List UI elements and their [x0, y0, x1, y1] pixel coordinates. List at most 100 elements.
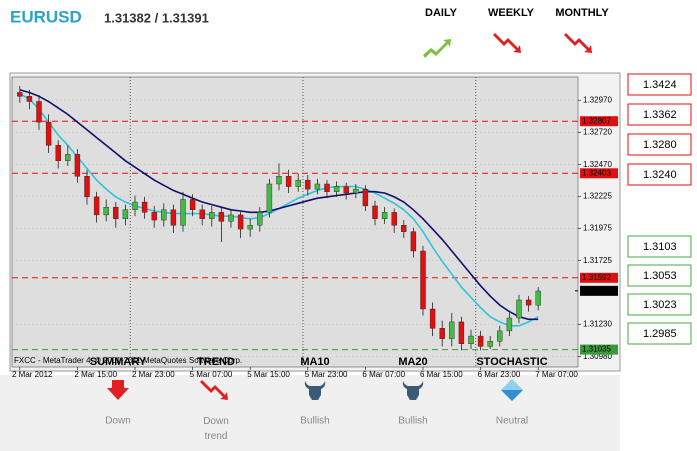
candle-body [410, 231, 417, 252]
bull-icon [304, 381, 326, 400]
candle-body [141, 201, 148, 213]
price-tag [580, 116, 618, 127]
candle-body [458, 321, 465, 344]
x-tick-label: 2 Mar 2012 [12, 370, 53, 379]
y-tick-label: 1.31975 [583, 224, 612, 233]
summary-status: Bullish [398, 416, 427, 427]
candle-body [218, 212, 225, 222]
candle-body [429, 308, 436, 329]
y-tick-label: 1.32470 [583, 160, 612, 169]
level-value: 1.3362 [643, 109, 677, 121]
candle-body [45, 121, 52, 146]
bid-label: 1.31491 [582, 286, 611, 295]
candle-body [362, 188, 369, 207]
summary-title: SUMMARY [90, 356, 147, 368]
level-value: 1.2985 [643, 328, 677, 340]
level-value: 1.3240 [643, 169, 677, 181]
candle-body [17, 92, 23, 97]
trend-down-icon [200, 380, 228, 400]
candle-body [170, 209, 177, 226]
y-tick-label: 1.32970 [583, 95, 612, 104]
summary-title: MA10 [300, 356, 329, 368]
level-box [627, 322, 692, 345]
x-tick-label: 5 Mar 23:00 [305, 370, 348, 379]
candle-body [449, 321, 455, 339]
candle-body [497, 330, 503, 342]
symbol: EURUSD [10, 7, 82, 26]
candle-body [132, 201, 138, 210]
bull-icon [402, 381, 424, 400]
candle-body [199, 209, 205, 219]
candle-body [189, 199, 196, 210]
candle-body [103, 206, 109, 216]
neutral-icon-top [501, 379, 523, 390]
price-tag-label: 1.31592 [582, 273, 611, 282]
candle-body [314, 183, 321, 190]
summary-title: MA20 [398, 356, 427, 368]
y-tick-label: 1.30980 [583, 352, 612, 361]
candle-body [333, 186, 340, 192]
price-tag-label: 1.31035 [582, 345, 611, 354]
level-value: 1.3280 [643, 139, 677, 151]
candle-body [209, 212, 215, 219]
plot-area [11, 76, 579, 368]
price-tag [580, 344, 618, 355]
moving-average [19, 89, 539, 321]
summary-status: Bullish [300, 416, 329, 427]
level-box [627, 264, 692, 287]
candle-body [180, 199, 186, 226]
timeframe-label: WEEKLY [488, 7, 535, 19]
x-tick-label: 6 Mar 23:00 [478, 370, 521, 379]
candle-body [343, 186, 349, 194]
copyright: FXCC - MetaTrader 4, © 2001-2011 MetaQuo… [14, 356, 242, 365]
candle-body [276, 176, 282, 185]
candle-body [487, 341, 493, 347]
price-tag-label: 1.32807 [582, 116, 611, 125]
candle-body [65, 154, 71, 161]
level-box [627, 73, 692, 96]
y-tick-label: 1.32225 [583, 191, 612, 200]
x-tick-label: 6 Mar 07:00 [362, 370, 405, 379]
candle-body [113, 206, 119, 219]
timeframe-label: DAILY [425, 7, 458, 19]
candle-body [285, 176, 292, 187]
x-tick-label: 5 Mar 15:00 [247, 370, 290, 379]
candle-body [391, 212, 397, 226]
candle-body [93, 196, 100, 216]
summary-status: Down [105, 416, 131, 427]
x-tick-label: 5 Mar 07:00 [190, 370, 233, 379]
summary-title: TREND [197, 356, 235, 368]
candle-body [237, 214, 244, 230]
summary-status: Neutral [496, 416, 528, 427]
candle-body [257, 212, 263, 226]
candle-body [439, 328, 445, 339]
x-tick-label: 2 Mar 15:00 [74, 370, 117, 379]
arrow-down-icon [564, 33, 592, 53]
arrow-up-icon [423, 39, 451, 58]
candle-body [353, 188, 359, 194]
candle-body [535, 290, 541, 306]
candle-body [506, 317, 513, 332]
candle-body [122, 209, 129, 219]
candle-body [266, 183, 273, 213]
candle-body [36, 101, 42, 123]
price-tag [580, 168, 618, 179]
candle-body [401, 225, 407, 232]
quote: 1.31382 / 1.31391 [104, 10, 209, 25]
level-box [627, 293, 692, 316]
candle-body [247, 225, 253, 230]
candle-body [516, 299, 522, 319]
candle-body [295, 179, 301, 187]
x-tick-label: 7 Mar 07:00 [535, 370, 578, 379]
candle-body [372, 205, 378, 219]
arrow-down-icon [493, 33, 521, 53]
price-tag [580, 272, 618, 283]
level-value: 1.3023 [643, 299, 677, 311]
candle-body [468, 335, 474, 345]
candle-body [477, 335, 484, 347]
candle-body [228, 214, 234, 222]
candle-body [305, 179, 311, 190]
price-tag-label: 1.32403 [582, 168, 611, 177]
candle-body [525, 299, 532, 306]
candle-body [420, 250, 426, 310]
